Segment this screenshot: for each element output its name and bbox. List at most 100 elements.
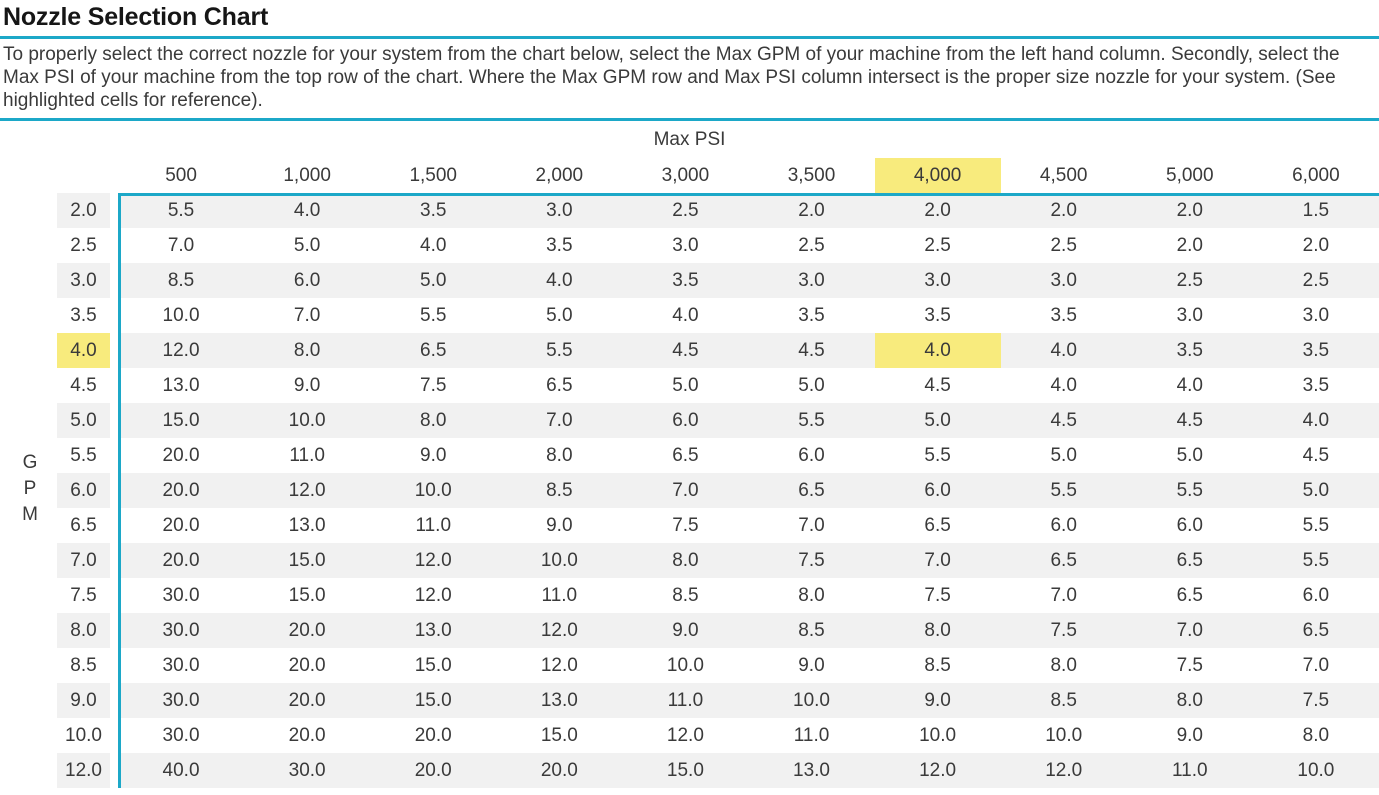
nozzle-cell: 3.5: [924, 304, 951, 326]
row-gap: [110, 403, 118, 438]
nozzle-cell: 6.5: [798, 479, 825, 501]
nozzle-cell: 2.0: [1176, 234, 1203, 256]
nozzle-cell: 3.5: [420, 199, 447, 221]
table-top-border: [118, 193, 1379, 196]
nozzle-cell: 7.0: [546, 409, 573, 431]
nozzle-cell: 3.5: [672, 269, 699, 291]
row-gap: [110, 508, 118, 543]
row-gap: [110, 648, 118, 683]
row-data: 20.0 11.0 9.0 8.0 6.5 6.0 5.5 5.0 5.0 4.5: [118, 438, 1379, 473]
table-row: 7.5 30.0 15.0 12.0 11.0 8.5 8.0 7.5 7.0 6.5 6.0: [57, 578, 1379, 613]
nozzle-cell: 2.0: [1302, 234, 1330, 256]
nozzle-cell: 10.0: [288, 409, 326, 431]
nozzle-cell: 7.5: [672, 514, 699, 536]
psi-axis-label: Max PSI: [653, 128, 726, 150]
nozzle-cell: 8.5: [798, 619, 825, 641]
nozzle-cell: 3.5: [1050, 304, 1077, 326]
nozzle-cell: 6.5: [924, 514, 951, 536]
nozzle-cell: 10.0: [414, 479, 452, 501]
nozzle-cell: 7.0: [1050, 584, 1077, 606]
nozzle-cell: 6.5: [1176, 584, 1203, 606]
row-gap: [110, 578, 118, 613]
nozzle-cell: 4.5: [1050, 409, 1077, 431]
nozzle-cell: 20.0: [162, 514, 200, 536]
nozzle-cell: 8.0: [798, 584, 825, 606]
nozzle-cell: 9.0: [798, 654, 825, 676]
nozzle-cell: 5.5: [1050, 479, 1077, 501]
nozzle-cell: 5.5: [167, 199, 195, 221]
nozzle-cell: 3.0: [1050, 269, 1077, 291]
gpm-axis-letter: G: [22, 452, 38, 473]
gpm-row-label: 2.0: [57, 193, 110, 228]
nozzle-cell: 7.0: [798, 514, 825, 536]
table-row: 2.5 7.0 5.0 4.0 3.5 3.0 2.5 2.5 2.5 2.0 2.0: [57, 228, 1379, 263]
nozzle-cell: 20.0: [162, 549, 200, 571]
nozzle-cell: 30.0: [162, 689, 200, 711]
nozzle-cell: 6.0: [1050, 514, 1077, 536]
nozzle-cell: 3.5: [1302, 374, 1330, 396]
row-data: 30.0 20.0 13.0 12.0 9.0 8.5 8.0 7.5 7.0 6.5: [118, 613, 1379, 648]
psi-header: 500: [165, 164, 197, 186]
gpm-row-label: 2.5: [70, 234, 97, 256]
row-data: 10.0 7.0 5.5 5.0 4.0 3.5 3.5 3.5 3.0 3.0: [118, 298, 1379, 333]
page-title: Nozzle Selection Chart: [3, 3, 269, 31]
nozzle-cell: 4.0: [1050, 339, 1077, 361]
table-row: 7.0 20.0 15.0 12.0 10.0 8.0 7.5 7.0 6.5 6.5 5.5: [57, 543, 1379, 578]
row-gap: [110, 613, 118, 648]
nozzle-cell: 3.0: [924, 269, 951, 291]
nozzle-cell: 9.0: [924, 689, 951, 711]
nozzle-cell: 2.0: [1176, 199, 1203, 221]
nozzle-cell: 9.0: [1176, 724, 1203, 746]
row-data: 30.0 20.0 20.0 15.0 12.0 11.0 10.0 10.0 9.0 8.0: [118, 718, 1379, 753]
nozzle-cell: 30.0: [162, 619, 200, 641]
nozzle-cell: 6.0: [1302, 584, 1330, 606]
nozzle-cell: 20.0: [540, 759, 578, 781]
nozzle-cell: 3.0: [798, 269, 825, 291]
nozzle-cell: 7.0: [924, 549, 951, 571]
nozzle-cell: 11.0: [793, 724, 830, 746]
nozzle-cell: 12.0: [1045, 759, 1083, 781]
nozzle-cell: 13.0: [288, 514, 326, 536]
row-data: 20.0 15.0 12.0 10.0 8.0 7.5 7.0 6.5 6.5 5.5: [118, 543, 1379, 578]
nozzle-cell: 5.5: [798, 409, 825, 431]
nozzle-cell: 9.0: [420, 444, 447, 466]
gpm-row-label: 6.5: [70, 514, 97, 536]
gpm-row-label: 8.5: [70, 654, 97, 676]
nozzle-cell: 6.0: [672, 409, 699, 431]
nozzle-cell: 7.5: [420, 374, 447, 396]
nozzle-cell: 12.0: [666, 724, 704, 746]
nozzle-cell: 3.0: [546, 199, 573, 221]
gpm-axis-letter: P: [23, 478, 37, 499]
instructions-divider: [0, 118, 1379, 121]
nozzle-cell: 5.5: [420, 304, 447, 326]
nozzle-cell: 12.0: [919, 759, 957, 781]
nozzle-cell: 8.0: [1302, 724, 1330, 746]
nozzle-cell: 5.5: [546, 339, 573, 361]
nozzle-cell: 9.0: [672, 619, 699, 641]
table-row: 3.0 8.5 6.0 5.0 4.0 3.5 3.0 3.0 3.0 2.5 2.5: [57, 263, 1379, 298]
table-row: 6.5 20.0 13.0 11.0 9.0 7.5 7.0 6.5 6.0 6.0 5.5: [57, 508, 1379, 543]
nozzle-cell: 20.0: [162, 479, 200, 501]
nozzle-cell: 5.0: [1302, 479, 1330, 501]
nozzle-cell: 8.0: [924, 619, 951, 641]
nozzle-cell: 6.0: [1176, 514, 1203, 536]
nozzle-cell: 4.5: [1176, 409, 1203, 431]
nozzle-cell: 12.0: [288, 479, 326, 501]
nozzle-cell: 7.0: [167, 234, 195, 256]
row-data: 13.0 9.0 7.5 6.5 5.0 5.0 4.5 4.0 4.0 3.5: [118, 368, 1379, 403]
nozzle-cell: 3.0: [1302, 304, 1330, 326]
nozzle-cell: 13.0: [793, 759, 830, 781]
nozzle-cell: 3.5: [546, 234, 573, 256]
row-data: 30.0 20.0 15.0 12.0 10.0 9.0 8.5 8.0 7.5 7.0: [118, 648, 1379, 683]
nozzle-cell: 12.0: [540, 619, 578, 641]
gpm-row-label: 5.0: [57, 403, 110, 438]
table-row: 5.0 15.0 10.0 8.0 7.0 6.0 5.5 5.0 4.5 4.5 4.0: [57, 403, 1379, 438]
row-gap: [110, 718, 118, 753]
row-gap: [110, 543, 118, 578]
table-left-border: [118, 193, 121, 788]
nozzle-cell: 15.0: [288, 584, 326, 606]
nozzle-cell: 13.0: [414, 619, 452, 641]
nozzle-cell: 11.0: [1172, 759, 1208, 781]
nozzle-cell: 20.0: [288, 654, 326, 676]
